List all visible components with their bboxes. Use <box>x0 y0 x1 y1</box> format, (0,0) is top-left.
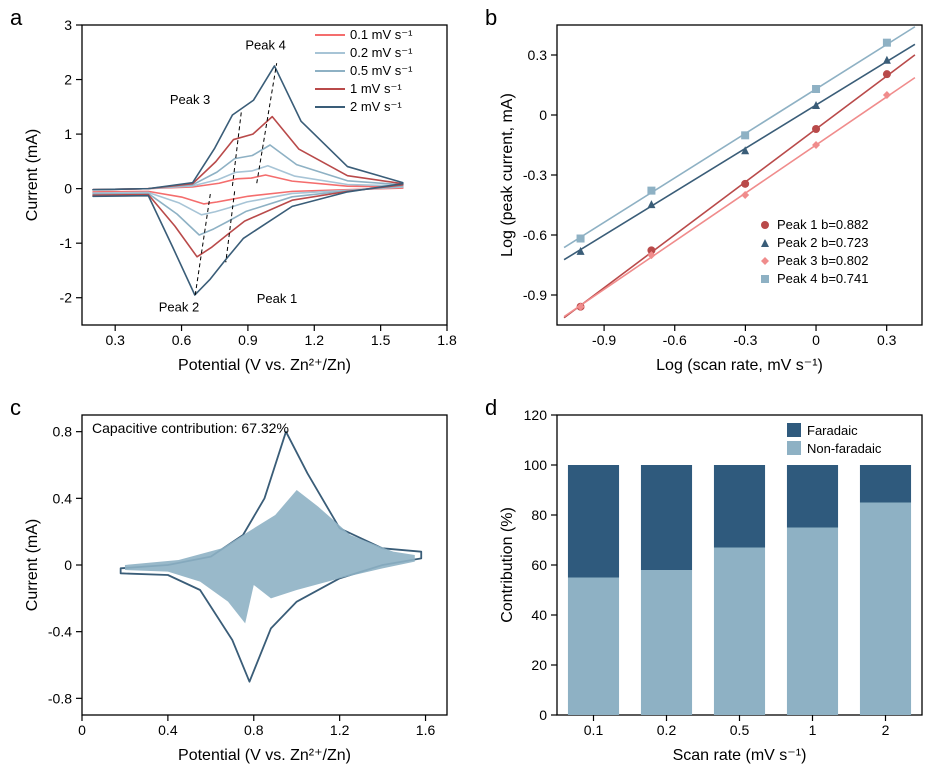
svg-text:0: 0 <box>64 557 72 573</box>
svg-text:60: 60 <box>531 557 547 573</box>
svg-text:Contribution (%): Contribution (%) <box>499 507 516 623</box>
svg-text:-0.4: -0.4 <box>48 624 72 640</box>
panel-b-label: b <box>485 5 497 31</box>
panel-d-label: d <box>485 395 497 421</box>
svg-text:Scan rate (mV s⁻¹): Scan rate (mV s⁻¹) <box>673 747 807 764</box>
svg-text:0.3: 0.3 <box>528 47 548 63</box>
svg-text:1.5: 1.5 <box>371 332 391 348</box>
svg-text:0.2: 0.2 <box>657 722 677 738</box>
svg-text:1.2: 1.2 <box>330 722 350 738</box>
svg-text:2: 2 <box>64 72 72 88</box>
svg-text:1 mV s⁻¹: 1 mV s⁻¹ <box>350 81 402 96</box>
svg-text:1: 1 <box>809 722 817 738</box>
svg-text:0: 0 <box>812 332 820 348</box>
svg-text:0.1: 0.1 <box>584 722 604 738</box>
svg-text:1.2: 1.2 <box>305 332 325 348</box>
figure-container: a 0.3 0.6 0.9 1.2 1.5 1.8 -2 -1 0 1 2 3 Potential (V… <box>0 0 952 783</box>
svg-text:1: 1 <box>64 126 72 142</box>
svg-text:Peak 3: Peak 3 <box>170 92 210 107</box>
svg-text:0: 0 <box>78 722 86 738</box>
svg-text:0.8: 0.8 <box>244 722 264 738</box>
svg-text:2 mV s⁻¹: 2 mV s⁻¹ <box>350 99 402 114</box>
svg-text:0.8: 0.8 <box>53 424 73 440</box>
svg-text:-0.8: -0.8 <box>48 690 72 706</box>
svg-text:-0.3: -0.3 <box>523 167 547 183</box>
svg-text:20: 20 <box>531 657 547 673</box>
svg-text:Peak 1 b=0.882: Peak 1 b=0.882 <box>777 217 868 232</box>
svg-text:Peak 4 b=0.741: Peak 4 b=0.741 <box>777 271 868 286</box>
svg-text:0.3: 0.3 <box>877 332 897 348</box>
svg-text:Non-faradaic: Non-faradaic <box>807 441 882 456</box>
svg-text:80: 80 <box>531 507 547 523</box>
svg-text:1.8: 1.8 <box>437 332 457 348</box>
svg-text:-1: -1 <box>60 235 73 251</box>
svg-text:-0.3: -0.3 <box>733 332 757 348</box>
svg-text:2: 2 <box>882 722 890 738</box>
svg-text:3: 3 <box>64 17 72 33</box>
panel-d: d 0 20 40 60 80 100 120 Scan rate (mV s⁻¹) Contr… <box>485 395 945 775</box>
svg-text:1.6: 1.6 <box>416 722 436 738</box>
svg-text:Potential (V vs. Zn²⁺/Zn): Potential (V vs. Zn²⁺/Zn) <box>178 747 351 764</box>
svg-text:-2: -2 <box>60 290 73 306</box>
svg-text:Current (mA): Current (mA) <box>24 129 41 221</box>
svg-text:0.3: 0.3 <box>105 332 125 348</box>
svg-text:0: 0 <box>539 107 547 123</box>
svg-text:0.1 mV s⁻¹: 0.1 mV s⁻¹ <box>350 27 413 42</box>
svg-text:0.6: 0.6 <box>172 332 192 348</box>
svg-text:0.4: 0.4 <box>158 722 178 738</box>
svg-text:-0.6: -0.6 <box>523 227 547 243</box>
svg-text:Peak 2: Peak 2 <box>159 299 199 314</box>
panel-c-svg: 0 0.4 0.8 1.2 1.6 -0.8 -0.4 0 0.4 0.8 Potential (V… <box>10 395 470 775</box>
svg-text:0: 0 <box>64 181 72 197</box>
svg-text:-0.6: -0.6 <box>663 332 687 348</box>
panel-a-svg: 0.3 0.6 0.9 1.2 1.5 1.8 -2 -1 0 1 2 3 Potential (V v… <box>10 5 470 385</box>
svg-text:0.9: 0.9 <box>238 332 258 348</box>
svg-text:Current (mA): Current (mA) <box>24 519 41 611</box>
svg-text:-0.9: -0.9 <box>592 332 616 348</box>
svg-text:-0.9: -0.9 <box>523 287 547 303</box>
svg-text:Peak 1: Peak 1 <box>257 291 297 306</box>
svg-text:Peak 2 b=0.723: Peak 2 b=0.723 <box>777 235 868 250</box>
svg-text:Faradaic: Faradaic <box>807 423 858 438</box>
svg-text:40: 40 <box>531 607 547 623</box>
svg-text:Peak 4: Peak 4 <box>245 38 285 53</box>
svg-text:Potential (V vs. Zn²⁺/Zn): Potential (V vs. Zn²⁺/Zn) <box>178 357 351 374</box>
panel-c-label: c <box>10 395 21 421</box>
svg-text:0.5 mV s⁻¹: 0.5 mV s⁻¹ <box>350 63 413 78</box>
svg-text:0.2 mV s⁻¹: 0.2 mV s⁻¹ <box>350 45 413 60</box>
panel-b-svg: -0.9 -0.6 -0.3 0 0.3 -0.9 -0.6 -0.3 0 0.3 Log (sca… <box>485 5 945 385</box>
svg-text:Log (peak current, mA): Log (peak current, mA) <box>499 93 516 257</box>
svg-text:Peak 3 b=0.802: Peak 3 b=0.802 <box>777 253 868 268</box>
svg-text:120: 120 <box>524 407 548 423</box>
svg-text:0.4: 0.4 <box>53 490 73 506</box>
panel-d-svg: 0 20 40 60 80 100 120 Scan rate (mV s⁻¹) Contrib… <box>485 395 945 775</box>
panel-a: a 0.3 0.6 0.9 1.2 1.5 1.8 -2 -1 0 1 2 3 Potential (V… <box>10 5 470 385</box>
panel-a-label: a <box>10 5 22 31</box>
panel-c: c 0 0.4 0.8 1.2 1.6 -0.8 -0.4 0 0.4 0.8 Potential … <box>10 395 470 775</box>
svg-text:100: 100 <box>524 457 548 473</box>
svg-text:0: 0 <box>539 707 547 723</box>
panel-b: b -0.9 -0.6 -0.3 0 0.3 -0.9 -0.6 -0.3 0 0.3 Log (s… <box>485 5 945 385</box>
svg-text:Capacitive contribution: 67.32: Capacitive contribution: 67.32% <box>92 420 289 436</box>
svg-text:Log (scan rate, mV s⁻¹): Log (scan rate, mV s⁻¹) <box>656 357 823 374</box>
svg-text:0.5: 0.5 <box>730 722 750 738</box>
